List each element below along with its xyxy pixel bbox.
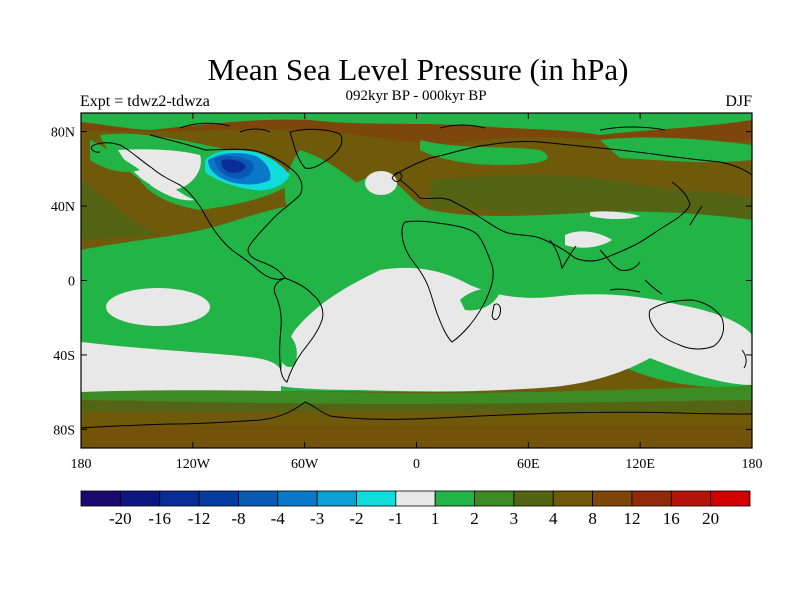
colorbar-label: -2 bbox=[349, 509, 363, 528]
colorbar-swatch bbox=[670, 490, 712, 507]
colorbar-swatch bbox=[631, 490, 672, 507]
colorbar-label: -16 bbox=[148, 509, 171, 528]
colorbar-label: 3 bbox=[510, 509, 519, 528]
colorbar-swatch bbox=[277, 490, 318, 507]
x-tick-label: 120E bbox=[625, 457, 655, 472]
colorbar: -20 -16 -12 -8 -4 -3 -2 -1 1 2 3 4 8 12 16 20 bbox=[80, 490, 751, 528]
colorbar-swatch bbox=[80, 490, 121, 507]
colorbar-swatch bbox=[238, 490, 279, 507]
colorbar-label: -12 bbox=[188, 509, 211, 528]
x-tick-label: 0 bbox=[413, 457, 420, 472]
colorbar-swatch bbox=[434, 490, 475, 507]
axis-ticks: 180 120W 60W 0 60E 120E 180 80N 40N 0 40S 80S bbox=[51, 113, 763, 472]
colorbar-label: 1 bbox=[431, 509, 440, 528]
map-title: Mean Sea Level Pressure (in hPa) bbox=[207, 52, 629, 87]
colorbar-swatch bbox=[198, 490, 239, 507]
y-tick-label: 40S bbox=[53, 349, 75, 364]
colorbar-label: -4 bbox=[271, 509, 286, 528]
colorbar-label: 16 bbox=[663, 509, 680, 528]
x-tick-label: 60E bbox=[517, 457, 540, 472]
colorbar-label: 20 bbox=[702, 509, 719, 528]
colorbar-swatch bbox=[159, 490, 200, 507]
y-tick-label: 80N bbox=[51, 126, 75, 141]
colorbar-label: 8 bbox=[588, 509, 597, 528]
colorbar-label: -8 bbox=[231, 509, 245, 528]
colorbar-swatch bbox=[710, 490, 751, 507]
map-subtitle: 092kyr BP - 000kyr BP bbox=[345, 88, 487, 104]
coastlines bbox=[81, 122, 752, 429]
y-tick-label: 40N bbox=[51, 200, 75, 215]
colorbar-label: -1 bbox=[389, 509, 403, 528]
colorbar-label: 4 bbox=[549, 509, 558, 528]
colorbar-swatch bbox=[395, 490, 436, 507]
y-tick-label: 0 bbox=[68, 275, 75, 290]
colorbar-label: -3 bbox=[310, 509, 324, 528]
colorbar-swatch bbox=[356, 490, 397, 507]
colorbar-label: -20 bbox=[109, 509, 132, 528]
x-tick-label: 60W bbox=[291, 457, 319, 472]
x-tick-label: 120W bbox=[176, 457, 211, 472]
colorbar-swatch bbox=[513, 490, 554, 507]
season-label: DJF bbox=[725, 93, 752, 110]
x-tick-label: 180 bbox=[742, 457, 763, 472]
colorbar-swatch bbox=[316, 490, 357, 507]
colorbar-swatch bbox=[119, 490, 161, 507]
colorbar-swatch bbox=[474, 490, 515, 507]
y-tick-label: 80S bbox=[53, 423, 75, 438]
colorbar-swatch bbox=[552, 490, 593, 507]
colorbar-label: 12 bbox=[623, 509, 640, 528]
colorbar-swatch bbox=[592, 490, 633, 507]
colorbar-label: 2 bbox=[470, 509, 479, 528]
experiment-label: Expt = tdwz2-tdwza bbox=[80, 93, 210, 110]
x-tick-label: 180 bbox=[71, 457, 92, 472]
